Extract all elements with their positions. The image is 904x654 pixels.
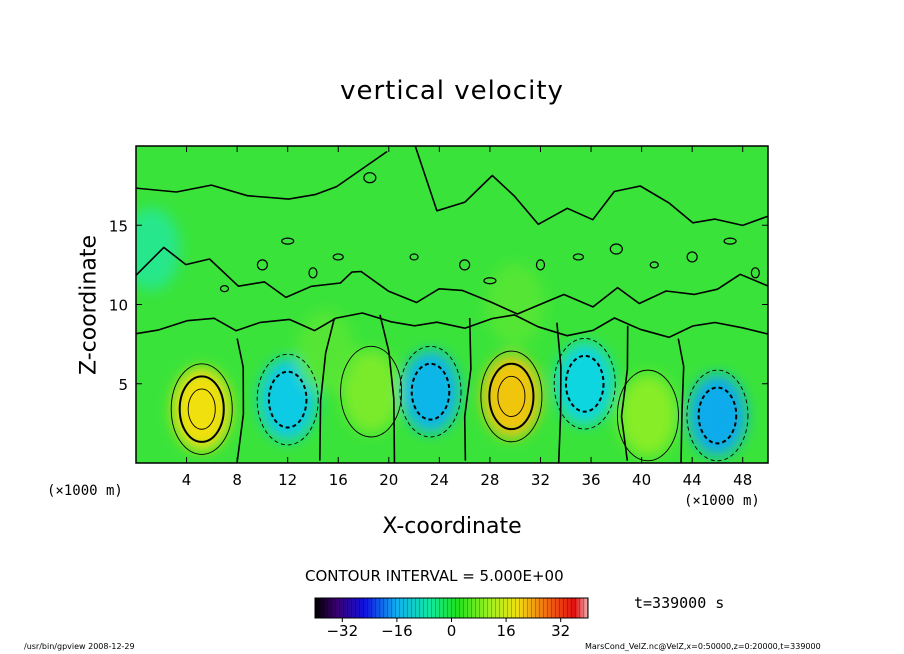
zero-contour-line [136, 312, 768, 339]
contour-interval-label: CONTOUR INTERVAL = 5.000E+00 [305, 567, 564, 585]
velocity-feature-4 [482, 355, 541, 438]
x-tick-label: 8 [232, 471, 242, 489]
small-contour [609, 243, 623, 255]
zero-contour-line [677, 338, 685, 463]
small-contour [308, 267, 318, 279]
zero-contour-line [136, 246, 768, 315]
small-contour [483, 277, 497, 285]
contour-line [399, 345, 462, 438]
small-contour [686, 251, 698, 263]
x-tick-label: 4 [182, 471, 192, 489]
zero-contour-line [414, 146, 768, 227]
contour-line [488, 362, 535, 431]
contour-line [564, 354, 605, 413]
velocity-feature-1 [258, 358, 317, 441]
contour-line [480, 350, 543, 443]
contour-line [686, 369, 749, 462]
small-contour [649, 261, 659, 269]
y-tick-label: 10 [109, 297, 128, 315]
velocity-feature-3 [401, 350, 460, 433]
colorbar-tick-label: 16 [497, 622, 516, 640]
x-tick-label: 20 [379, 471, 398, 489]
small-contour [332, 253, 344, 261]
x-unit-label-left: (×1000 m) [47, 483, 123, 499]
small-contour [409, 253, 419, 261]
small-contour [363, 172, 377, 184]
small-contour [535, 259, 546, 271]
contour-line [267, 370, 308, 429]
velocity-feature-2 [342, 350, 401, 433]
x-tick-label: 44 [683, 471, 702, 489]
x-tick-label: 12 [278, 471, 297, 489]
small-contour [459, 259, 471, 271]
x-tick-label: 28 [480, 471, 499, 489]
contour-line [256, 353, 319, 446]
contour-line [340, 345, 403, 438]
x-tick-label: 32 [531, 471, 550, 489]
footer-data-source: MarsCond_VelZ.nc@VelZ,x=0:50000,z=0:2000… [585, 642, 821, 651]
small-contour [256, 259, 268, 271]
small-contour [723, 237, 737, 245]
y-tick-label: 15 [109, 217, 128, 235]
x-tick-label: 40 [632, 471, 651, 489]
colorbar-tick-label: 32 [551, 622, 570, 640]
zero-contour-line [136, 150, 388, 200]
zero-contour-line [463, 317, 472, 461]
zero-contour-line [620, 325, 629, 461]
footer-program-info: /usr/bin/gpview 2008-12-29 [24, 642, 135, 651]
contour-line [187, 388, 216, 430]
chart-title: vertical velocity [340, 76, 564, 106]
small-contour [572, 253, 585, 261]
time-label: t=339000 s [634, 594, 725, 612]
colorbar-tick-label: −32 [326, 622, 358, 640]
velocity-feature-0 [172, 367, 231, 451]
velocity-feature-6 [618, 374, 677, 457]
zero-contour-line [556, 322, 562, 463]
contour-line [553, 337, 616, 430]
contour-line [616, 369, 679, 462]
colorbar-stripes [315, 598, 588, 618]
small-contour [750, 267, 760, 279]
x-tick-label: 16 [329, 471, 348, 489]
velocity-feature-9 [136, 207, 181, 291]
x-tick-label: 24 [430, 471, 449, 489]
contour-line [697, 386, 738, 445]
zero-contour-line [379, 314, 396, 463]
colorbar-tick-label: 0 [447, 622, 457, 640]
contour-line [497, 375, 526, 418]
zero-contour-line [319, 317, 336, 461]
velocity-feature-5 [555, 342, 614, 425]
velocity-feature-10 [486, 263, 545, 346]
y-tick-label: 5 [118, 376, 128, 394]
contour-line [170, 363, 233, 455]
contour-line [410, 362, 451, 421]
x-unit-label-right: (×1000 m) [684, 493, 760, 509]
colorbar-tick-label: −16 [381, 622, 413, 640]
small-contour [219, 285, 230, 293]
zero-contour-line [236, 338, 245, 463]
x-tick-label: 36 [581, 471, 600, 489]
contour-line [178, 375, 225, 443]
velocity-feature-7 [688, 374, 747, 457]
x-axis-label: X-coordinate [382, 514, 522, 539]
x-tick-label: 48 [733, 471, 752, 489]
small-contour [281, 237, 295, 245]
